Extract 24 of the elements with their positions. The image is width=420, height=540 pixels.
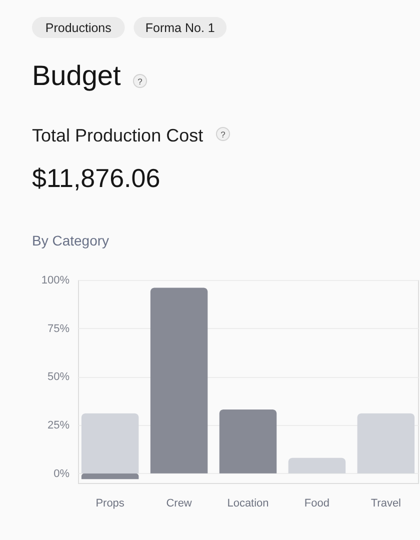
x-tick-label: Travel [370,498,402,510]
text: Forma No. 1 [145,21,215,35]
x-tick-label: Location [227,498,269,510]
text: ? [220,130,226,140]
y-tick-label: 50% [47,371,70,384]
x-tick-label: Props [96,498,125,510]
y-tick-label: 25% [47,420,70,432]
bar [219,410,277,474]
bar [357,413,415,474]
x-tick-label: Food [304,498,330,510]
text: $11,876.06 [32,163,160,193]
text: ? [138,76,143,86]
chart-title: Budget [32,60,121,91]
y-tick-label: 0% [54,468,70,480]
text: By Category [32,232,110,248]
y-tick-label: 75% [47,322,70,335]
bar [150,288,208,474]
y-tick-label: 100% [41,274,70,286]
text: Productions [45,21,112,35]
chart-subtitle: Total Production Cost [32,126,204,146]
bar [288,458,346,474]
bar [81,473,139,480]
bar [81,413,139,474]
x-tick-label: Crew [166,498,192,510]
